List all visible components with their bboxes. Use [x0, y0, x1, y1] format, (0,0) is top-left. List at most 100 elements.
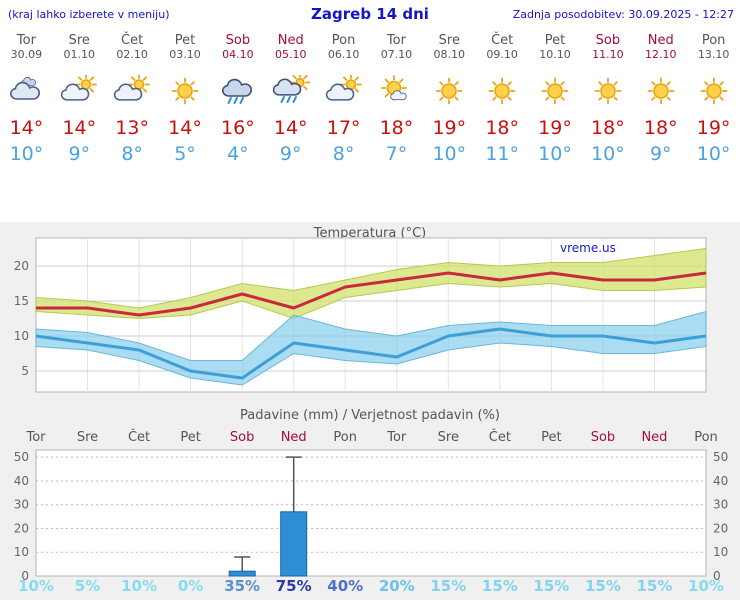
day-icon-wrap: [423, 75, 476, 109]
precip-day-label: Sob: [590, 430, 616, 445]
temp-axis-label: 5: [21, 364, 29, 378]
partly-cloudy-icon: [325, 73, 362, 101]
day-column: Ned 12.10 18° 9°: [634, 30, 687, 165]
day-icon-wrap: [370, 75, 423, 109]
sunny-icon: [594, 77, 622, 105]
day-high-temp: 18°: [485, 117, 519, 139]
day-date: 10.10: [539, 48, 571, 61]
precip-day-label: Tor: [387, 430, 407, 445]
precip-probability: 10%: [121, 577, 158, 595]
precip-axis-label-left: 50: [14, 450, 29, 464]
day-high-temp: 16°: [221, 117, 255, 139]
partly-cloudy-icon: [113, 73, 151, 101]
precip-probability: 20%: [378, 577, 415, 595]
day-date: 09.10: [486, 48, 518, 61]
day-icon-wrap: [0, 75, 53, 109]
precip-day-labels-row: Tor Sre Čet Pet Sob Ned Pon Tor Sre Čet Pet Sob Ned P…: [0, 430, 740, 448]
day-name: Čet: [491, 33, 514, 48]
day-low-temp: 8°: [332, 143, 355, 165]
precip-day-label: Čet: [488, 430, 511, 445]
precip-day-label: Sob: [229, 430, 255, 445]
day-column: Čet 09.10 18° 11°: [476, 30, 529, 165]
day-column: Pon 06.10 17° 8°: [317, 30, 370, 165]
precip-probabilities-row: 10% 5% 10% 0% 35% 75% 40% 20% 15% 15% 15% 15% 15% 10%: [0, 577, 740, 599]
sunny-icon: [541, 77, 569, 105]
temp-axis-label: 20: [14, 259, 29, 273]
day-high-temp: 18°: [591, 117, 625, 139]
day-date: 02.10: [116, 48, 148, 61]
temp-axis-label: 15: [14, 294, 29, 308]
precip-probability: 75%: [275, 577, 312, 595]
precip-probability: 15%: [430, 577, 467, 595]
day-date: 11.10: [592, 48, 624, 61]
day-high-temp: 17°: [326, 117, 361, 139]
precip-axis-label-right: 10: [713, 545, 728, 559]
day-name: Pet: [174, 33, 196, 48]
precip-axis-label-left: 30: [14, 498, 29, 512]
day-icon-wrap: [476, 75, 529, 109]
sunny-icon: [171, 77, 199, 105]
precip-axis-label-left: 40: [14, 474, 29, 488]
precip-probability: 15%: [481, 577, 518, 595]
day-low-temp: 5°: [174, 143, 196, 165]
day-low-temp: 10°: [432, 143, 467, 165]
day-name: Sre: [68, 33, 90, 48]
precip-day-label: Tor: [26, 430, 46, 445]
day-high-temp: 19°: [538, 117, 572, 139]
day-date: 12.10: [644, 48, 677, 61]
day-name: Sob: [595, 33, 621, 48]
precip-day-label: Ned: [641, 430, 668, 445]
sunny-icon: [700, 77, 727, 105]
day-date: 30.09: [10, 48, 43, 61]
precip-axis-label-right: 50: [713, 450, 728, 464]
day-name: Ned: [647, 33, 674, 48]
last-updated: Zadnja posodobitev: 30.09.2025 - 12:27: [512, 8, 734, 21]
precip-axis-label-left: 20: [14, 522, 29, 536]
day-name: Tor: [16, 33, 36, 48]
precip-day-label: Čet: [127, 430, 151, 445]
day-high-temp: 14°: [9, 117, 44, 139]
day-date: 04.10: [222, 48, 254, 61]
day-high-temp: 14°: [273, 117, 308, 139]
precip-axis-label-left: 0: [21, 569, 29, 583]
day-high-temp: 19°: [432, 117, 467, 139]
day-low-temp: 11°: [485, 143, 519, 165]
day-column: Sob 04.10 16° 4°: [211, 30, 264, 165]
day-low-temp: 7°: [385, 143, 408, 165]
vreme-us-link[interactable]: vreme.us: [560, 241, 616, 255]
day-icon-wrap: [529, 75, 582, 109]
day-date: 13.10: [697, 48, 730, 61]
day-low-temp: 9°: [279, 143, 302, 165]
sunny-icon: [488, 77, 516, 105]
precip-probability: 15%: [533, 577, 570, 595]
temperature-chart: 5 10 15 20 vreme.us: [14, 237, 707, 393]
menu-hint: (kraj lahko izberete v meniju): [8, 8, 170, 21]
day-name: Ned: [277, 33, 304, 48]
precip-axis-label-left: 10: [14, 545, 29, 559]
sunny-icon: [435, 77, 463, 105]
day-high-temp: 18°: [379, 117, 414, 139]
temp-axis-label: 10: [14, 329, 29, 343]
day-low-temp: 9°: [649, 143, 672, 165]
day-date: 08.10: [433, 48, 466, 61]
day-column: Sob 11.10 18° 10°: [581, 30, 634, 165]
precip-day-label: Pon: [333, 430, 358, 445]
day-low-temp: 4°: [227, 143, 249, 165]
day-column: Tor 07.10 18° 7°: [370, 30, 423, 165]
precip-probability: 0%: [177, 577, 204, 595]
precip-axis-label-right: 20: [713, 522, 728, 536]
page-title: Zagreb 14 dni: [311, 5, 429, 23]
rain-icon: [221, 78, 252, 104]
day-name: Sob: [225, 33, 251, 48]
precip-day-label: Sre: [76, 430, 99, 445]
day-icon-wrap: [211, 75, 264, 109]
day-column: Pet 10.10 19° 10°: [529, 30, 582, 165]
day-date: 07.10: [380, 48, 413, 61]
day-high-temp: 19°: [696, 117, 731, 139]
day-high-temp: 13°: [115, 117, 149, 139]
precip-axis-label-right: 30: [713, 498, 728, 512]
day-low-temp: 8°: [121, 143, 143, 165]
day-column: Sre 01.10 14° 9°: [53, 30, 106, 165]
day-high-temp: 14°: [62, 117, 97, 139]
day-column: Pon 13.10 19° 10°: [687, 30, 740, 165]
